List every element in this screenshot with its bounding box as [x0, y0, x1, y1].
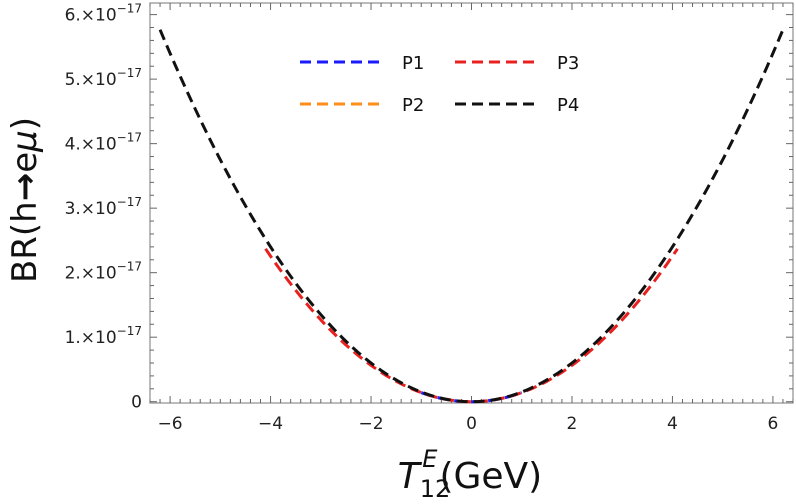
y-axis-suffix: )	[5, 117, 45, 130]
series-line-p4	[158, 29, 785, 404]
x-axis-symbol: T	[398, 456, 423, 497]
y-tick-mantissa: 3.×10	[65, 199, 117, 219]
y-axis-title: BR(h→eμ)	[5, 117, 45, 283]
y-tick-exponent: −17	[117, 2, 142, 16]
y-tick-exponent: −17	[117, 195, 142, 209]
series-layer	[158, 29, 785, 404]
y-tick-mantissa: 4.×10	[65, 135, 117, 155]
y-tick-label: 5.×10−17	[65, 66, 142, 90]
y-axis-particle-mu: μ	[5, 130, 45, 153]
y-tick-exponent: −17	[117, 131, 142, 145]
x-tick-label: 6	[767, 414, 778, 434]
y-axis-arrow: →	[5, 173, 45, 202]
y-tick-mantissa: 2.×10	[65, 264, 117, 284]
y-tick-label: 4.×10−17	[65, 131, 142, 155]
legend-label-p1: P1	[402, 53, 424, 74]
x-axis-superscript: E	[422, 445, 438, 473]
y-tick-exponent: −17	[117, 66, 142, 80]
legend: P1 P2 P3 P4	[300, 53, 579, 116]
x-tick-label: −2	[359, 414, 384, 434]
plot-frame	[149, 2, 794, 404]
x-tick-label: 4	[667, 414, 678, 434]
x-axis-unit: (GeV)	[439, 456, 542, 497]
x-tick-label: −6	[158, 414, 183, 434]
y-tick-label: 6.×10−17	[65, 2, 142, 26]
y-axis-ticks: 01.×10−172.×10−173.×10−174.×10−175.×10−1…	[65, 2, 793, 413]
x-tick-label: 2	[567, 414, 578, 434]
y-tick-label: 2.×10−17	[65, 260, 142, 284]
y-tick-label: 3.×10−17	[65, 195, 142, 219]
y-tick-exponent: −17	[117, 324, 142, 338]
legend-label-p2: P2	[402, 95, 424, 116]
x-axis-subscript: 12	[420, 475, 451, 503]
x-axis-ticks: −6 −4 −2 0 2 4 6	[149, 3, 794, 434]
y-axis-prefix: BR(h	[5, 201, 45, 283]
x-axis-title: T12E(GeV)	[398, 445, 542, 503]
y-tick-mantissa: 6.×10	[65, 6, 117, 26]
y-tick-mantissa: 5.×10	[65, 70, 117, 90]
x-tick-label: −4	[258, 414, 283, 434]
y-tick-mantissa: 1.×10	[65, 328, 117, 348]
legend-label-p4: P4	[557, 95, 579, 116]
y-tick-label: 0	[131, 393, 142, 413]
series-line-p3	[264, 247, 679, 404]
legend-label-p3: P3	[557, 53, 579, 74]
y-axis-particle-e: e	[5, 152, 45, 173]
series-line-p1	[420, 391, 523, 404]
x-tick-label: 0	[466, 414, 477, 434]
y-tick-mantissa: 0	[131, 393, 142, 413]
y-tick-label: 1.×10−17	[65, 324, 142, 348]
y-tick-exponent: −17	[117, 260, 142, 274]
